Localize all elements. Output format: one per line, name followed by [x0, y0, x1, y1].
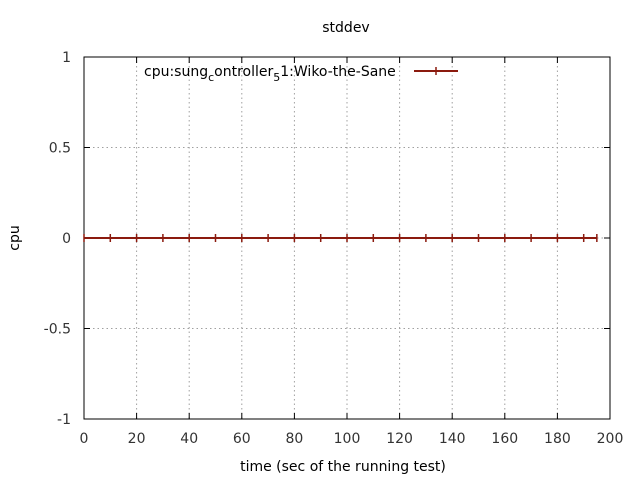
x-tick-label: 140 [439, 431, 466, 447]
legend-label: cpu:sungcontroller51:Wiko-the-Sane [144, 64, 396, 84]
legend-label-mid: ontroller [214, 64, 273, 80]
legend-label-tail: 1:Wiko-the-Sane [280, 64, 396, 80]
legend: cpu:sungcontroller51:Wiko-the-Sane [144, 64, 458, 84]
y-tick-label: -0.5 [44, 322, 71, 338]
x-tick-label: 180 [544, 431, 571, 447]
y-axis-label: cpu [7, 225, 23, 250]
series-layer [83, 234, 598, 242]
x-tick-label: 200 [597, 431, 624, 447]
y-tick-label: 0.5 [49, 141, 71, 157]
x-tick-label: 60 [233, 431, 251, 447]
x-tick-label: 80 [285, 431, 303, 447]
chart-title: stddev [322, 20, 369, 36]
y-tick-label: -1 [57, 412, 71, 428]
x-tick-label: 100 [334, 431, 361, 447]
legend-label-base: cpu:sung [144, 64, 208, 80]
x-tick-label: 160 [491, 431, 518, 447]
legend-label-sub1: c [208, 71, 214, 84]
y-tick-label: 1 [62, 50, 71, 66]
legend-label-sub2: 5 [273, 71, 280, 84]
x-tick-label: 20 [128, 431, 146, 447]
x-axis-label: time (sec of the running test) [240, 459, 446, 475]
x-tick-label: 0 [80, 431, 89, 447]
x-tick-label: 40 [180, 431, 198, 447]
axis-ticks: 0 20 40 60 80 100 120 140 160 180 200 1 0.5 0 -0.5 -1 [44, 50, 624, 447]
y-tick-label: 0 [62, 231, 71, 247]
x-tick-label: 120 [386, 431, 413, 447]
